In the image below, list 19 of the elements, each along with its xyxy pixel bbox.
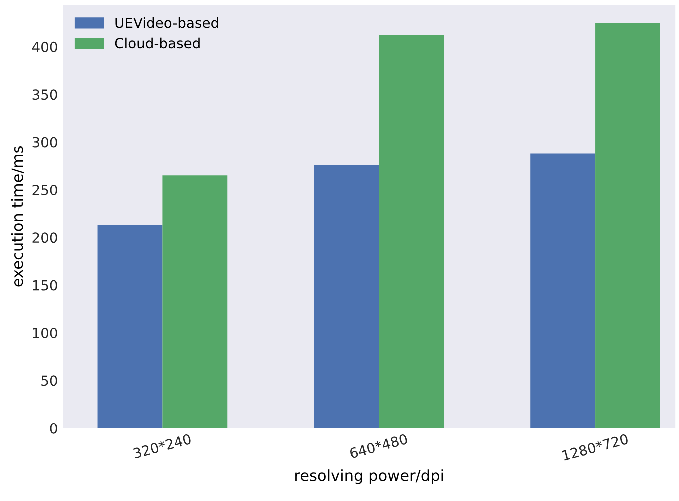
bar bbox=[379, 36, 444, 428]
bar bbox=[314, 165, 380, 428]
legend-label: UEVideo-based bbox=[116, 18, 218, 28]
y-tick-label: 250 bbox=[32, 184, 58, 196]
y-axis-title: execution time/ms bbox=[11, 146, 24, 287]
y-tick-label: 50 bbox=[42, 376, 58, 386]
bar bbox=[596, 23, 660, 428]
bar bbox=[98, 225, 163, 428]
legend-label: Cloud-based bbox=[115, 38, 200, 49]
y-tick-label: 150 bbox=[33, 280, 58, 291]
y-tick-label: 300 bbox=[32, 137, 58, 148]
bar bbox=[530, 154, 596, 428]
y-tick-label: 350 bbox=[32, 90, 58, 100]
y-tick-label: 100 bbox=[33, 328, 58, 338]
x-axis-title: resolving power/dpi bbox=[296, 470, 444, 484]
y-tick-label: 400 bbox=[32, 42, 58, 52]
y-tick-label: 200 bbox=[32, 232, 58, 244]
bar bbox=[162, 176, 228, 428]
y-tick-label: 0 bbox=[50, 423, 58, 434]
